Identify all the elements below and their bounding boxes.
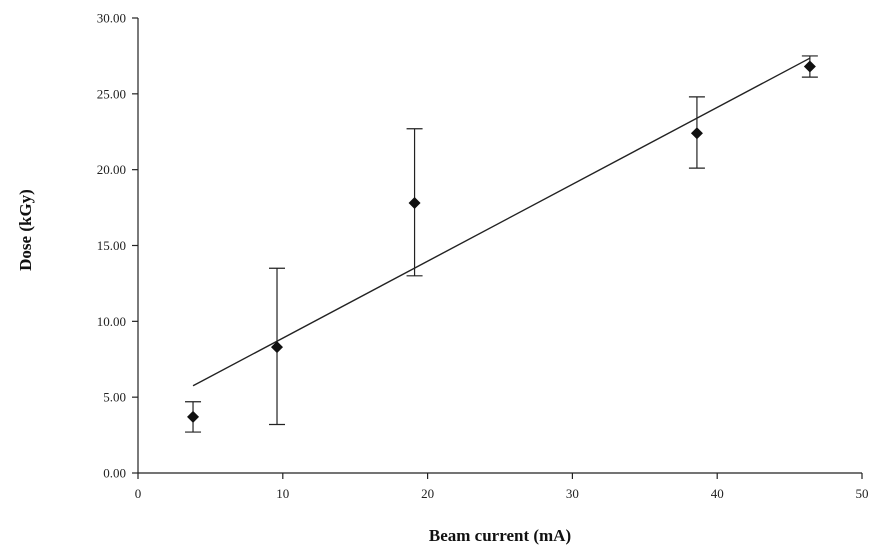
y-tick-label: 20.00 bbox=[97, 162, 126, 177]
x-tick-label: 30 bbox=[566, 486, 579, 501]
data-point bbox=[187, 410, 200, 423]
y-tick-label: 30.00 bbox=[97, 11, 126, 26]
error-bars bbox=[185, 55, 818, 433]
data-point bbox=[271, 341, 284, 354]
plot-area: 0 10 20 30 40 50 0.00 5.00 10.00 15.00 20.00 25.00… bbox=[97, 11, 869, 502]
x-tick-label: 10 bbox=[276, 486, 289, 501]
x-tick-label: 40 bbox=[711, 486, 724, 501]
x-axis-title: Beam current (mA) bbox=[429, 526, 571, 545]
x-ticks: 0 10 20 30 40 50 bbox=[135, 473, 869, 501]
y-ticks: 0.00 5.00 10.00 15.00 20.00 25.00 30.00 bbox=[97, 11, 138, 481]
y-tick-label: 25.00 bbox=[97, 86, 126, 101]
x-tick-label: 20 bbox=[421, 486, 434, 501]
y-tick-label: 10.00 bbox=[97, 314, 126, 329]
x-tick-label: 0 bbox=[135, 486, 142, 501]
data-point bbox=[690, 127, 703, 140]
data-point bbox=[408, 197, 421, 210]
y-tick-label: 0.00 bbox=[103, 466, 126, 481]
trendline bbox=[192, 57, 811, 387]
y-axis-title: Dose (kGy) bbox=[16, 189, 35, 271]
y-tick-label: 5.00 bbox=[103, 390, 126, 405]
data-points bbox=[187, 60, 816, 423]
y-tick-label: 15.00 bbox=[97, 238, 126, 253]
x-tick-label: 50 bbox=[856, 486, 869, 501]
data-point bbox=[803, 60, 816, 73]
